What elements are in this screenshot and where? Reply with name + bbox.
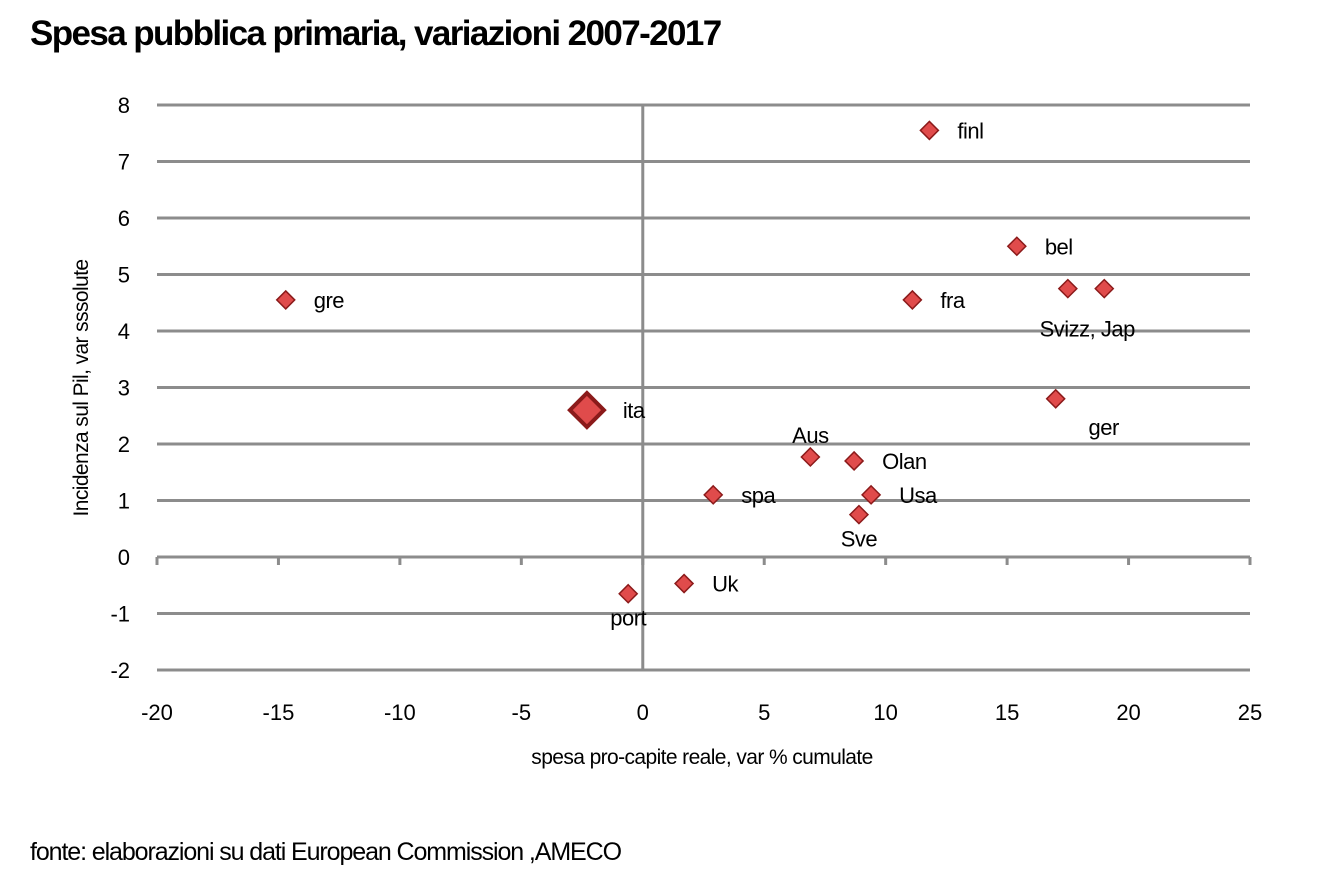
y-tick-label: -2 <box>110 658 130 683</box>
x-tick-labels: -20 -15 -10 -5 0 5 10 15 20 25 <box>141 700 1262 725</box>
point-label-usa: Usa <box>899 483 938 508</box>
x-tick-label: -10 <box>384 700 416 725</box>
point-jap <box>1094 278 1115 299</box>
axes <box>155 105 1252 670</box>
y-tick-label: 7 <box>118 150 130 175</box>
source-note: fonte: elaborazioni su dati European Com… <box>30 838 622 866</box>
y-tick-label: 8 <box>118 93 130 118</box>
point-label-gre: gre <box>314 288 345 313</box>
point-olan <box>844 450 865 472</box>
point-svizz <box>1057 278 1078 299</box>
y-tick-labels: 8 7 6 5 4 3 2 1 0 -1 -2 <box>110 93 130 683</box>
point-label-spa: spa <box>741 483 776 508</box>
point-spa <box>703 484 724 505</box>
x-tick-label: 5 <box>758 700 770 725</box>
y-tick-label: 4 <box>118 319 130 344</box>
point-label-sve: Sve <box>841 527 878 552</box>
point-uk <box>674 573 695 594</box>
gridlines <box>157 103 1250 672</box>
x-tick-label: -15 <box>263 700 295 725</box>
point-label-fra: fra <box>940 288 965 313</box>
x-axis-label: spesa pro-capite reale, var % cumulate <box>531 746 872 769</box>
point-label-olan: Olan <box>882 449 926 474</box>
point-usa <box>861 484 882 505</box>
point-labels: finl bel fra gre ita ger Aus Olan spa Usa Sve Uk por… <box>314 118 1136 631</box>
point-ger <box>1045 388 1066 409</box>
y-tick-label: 5 <box>118 263 130 288</box>
point-aus <box>800 446 821 468</box>
point-bel <box>1006 236 1027 257</box>
x-tick-label: 10 <box>873 700 897 725</box>
y-tick-label: 2 <box>118 432 130 457</box>
x-tick-label: -20 <box>141 700 173 725</box>
y-tick-label: 1 <box>118 489 130 514</box>
data-points <box>275 120 1115 604</box>
x-tick-label: -5 <box>512 700 532 725</box>
point-label-bel: bel <box>1045 234 1073 259</box>
y-tick-label: 6 <box>118 206 130 231</box>
point-label-uk: Uk <box>712 572 739 597</box>
point-label-port: port <box>610 606 646 631</box>
x-tick-label: 15 <box>995 700 1019 725</box>
point-label-finl: finl <box>957 118 983 143</box>
x-tick-label: 20 <box>1116 700 1140 725</box>
point-sve <box>848 504 870 525</box>
y-tick-label: 3 <box>118 376 130 401</box>
point-fra <box>902 289 923 310</box>
point-label-ita: ita <box>623 398 646 423</box>
y-tick-label: -1 <box>110 602 130 627</box>
chart-title: Spesa pubblica primaria, variazioni 2007… <box>30 14 722 53</box>
x-tick-label: 25 <box>1238 700 1262 725</box>
point-finl <box>919 120 940 141</box>
point-label-aus: Aus <box>792 423 829 448</box>
point-gre <box>275 289 296 310</box>
point-port <box>618 583 639 604</box>
annotation-label: Svizz, Jap <box>1040 317 1136 342</box>
x-tick-label: 0 <box>637 700 649 725</box>
point-label-ger: ger <box>1089 415 1119 440</box>
y-tick-label: 0 <box>118 545 130 570</box>
y-axis-label: Incidenza sul Pil, var sssolute <box>70 260 93 517</box>
point-ita <box>567 390 607 430</box>
